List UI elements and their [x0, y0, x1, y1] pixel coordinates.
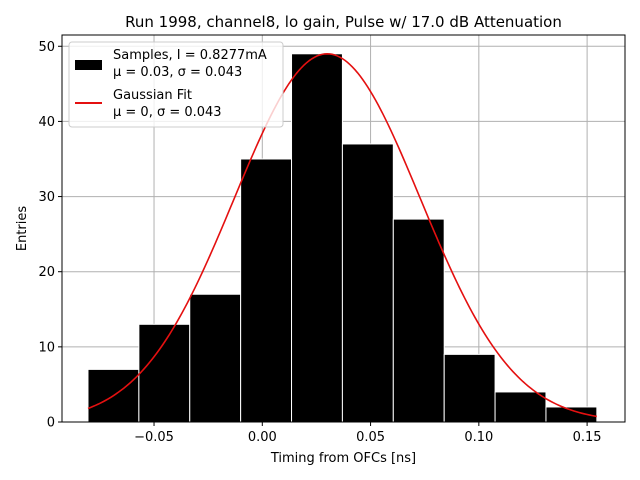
- histogram-bar: [392, 218, 445, 423]
- y-tick-label: 40: [38, 115, 55, 130]
- x-axis-label: Timing from OFCs [ns]: [270, 451, 416, 466]
- legend-label-samples: Samples, I = 0.8277mA: [113, 48, 267, 63]
- x-tick-label: 0.15: [573, 430, 602, 445]
- legend-label-fit: Gaussian Fit: [113, 88, 192, 103]
- y-axis-label: Entries: [15, 206, 30, 252]
- histogram-bar: [189, 293, 242, 423]
- legend-stats-samples: μ = 0.03, σ = 0.043: [113, 65, 242, 80]
- histogram-bar: [443, 353, 496, 423]
- histogram-bar: [341, 143, 394, 423]
- legend-swatch-samples: [75, 60, 102, 70]
- legend: Samples, I = 0.8277mA μ = 0.03, σ = 0.04…: [68, 41, 284, 128]
- y-tick-label: 20: [38, 265, 55, 280]
- legend-stats-fit: μ = 0, σ = 0.043: [113, 105, 222, 120]
- axes-frame: [61, 34, 626, 423]
- gaussian-fit-curve: [87, 52, 597, 418]
- chart-title: Run 1998, channel8, lo gain, Pulse w/ 17…: [125, 13, 562, 31]
- x-tick-label: 0.05: [356, 430, 385, 445]
- x-tick-label: 0.10: [464, 430, 493, 445]
- y-tick-label: 50: [38, 40, 55, 55]
- x-tick-label: 0.00: [248, 430, 277, 445]
- y-tick-label: 10: [38, 340, 55, 355]
- y-tick-label: 0: [47, 416, 55, 431]
- legend-frame: [68, 41, 284, 128]
- plot-area: −0.05 0.00 0.05 0.10 0.15 0 10 20 30 40 50: [38, 34, 626, 445]
- y-tick-label: 30: [38, 190, 55, 205]
- histogram-bar: [240, 158, 293, 423]
- histogram-bar: [291, 53, 343, 423]
- x-tick-label: −0.05: [134, 430, 174, 445]
- histogram-bar: [138, 323, 191, 423]
- histogram-bar: [494, 391, 547, 423]
